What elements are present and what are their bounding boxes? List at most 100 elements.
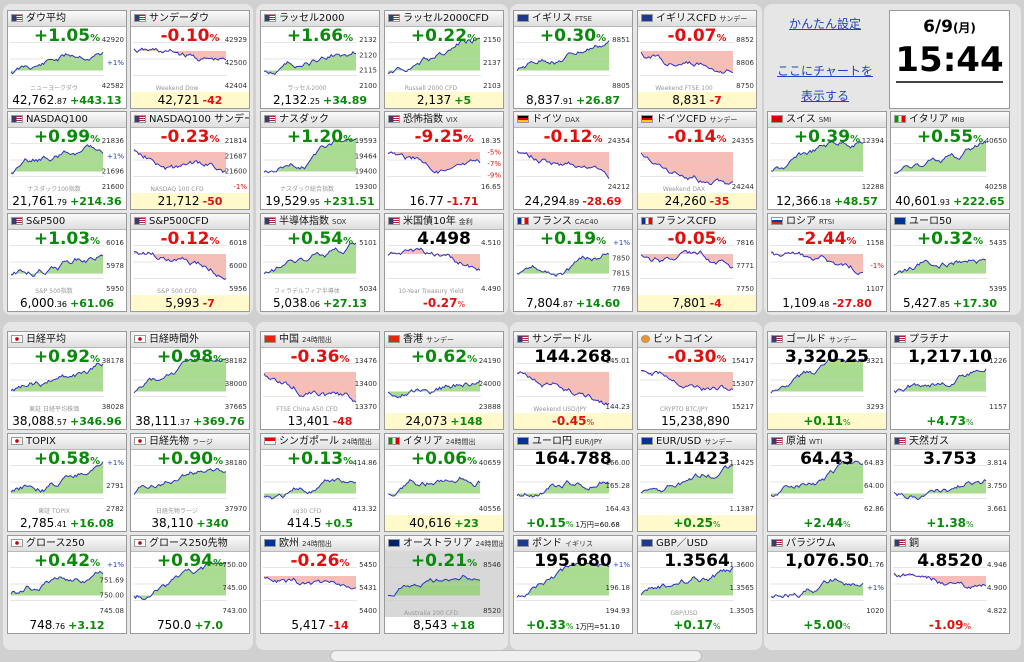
chart-tick-label: 2791 (106, 482, 124, 490)
bottom-scrollbar[interactable] (330, 650, 702, 662)
market-card[interactable]: スイス SMI 12394 12288 +0.39% 12,366.18 +48.57 (767, 111, 887, 210)
card-extra: 1万円=51.10 (575, 623, 620, 631)
percent-sign: % (457, 300, 466, 309)
card-subtitle: FTSE (575, 15, 593, 23)
mini-chart: 4.946 4.900 4.822 (893, 561, 1008, 615)
card-title: シンガポール (279, 436, 339, 447)
market-card[interactable]: ドイツ DAX 24354 24212 -0.12% 24,294.89 -28.69 (513, 111, 633, 210)
chart-tick-label: 745.00 (223, 584, 248, 592)
chart-watermark: Weekend USD/JPY (533, 406, 587, 413)
card-price-decimal: .89 (566, 198, 580, 207)
market-card[interactable]: S&P500CFD 6018 6000 5956 S&P 500 CFD -0.12% 5,… (130, 213, 250, 312)
market-card[interactable]: ビットコイン 15417 15307 15217 CRYPTO BTC/JPY -0.30… (637, 331, 757, 430)
chart-line (893, 368, 987, 394)
market-card[interactable]: 日経時間外 38182 38000 37665 +0.98% 38,111.37 +369.… (130, 331, 250, 430)
market-card[interactable]: 原油 WTI 64.83 64.00 62.86 64.43 +2.44% (767, 433, 887, 532)
market-card[interactable]: イタリア 24時間出 40659 40556 +0.06% 40,616 +23 (384, 433, 504, 532)
chart-line (387, 37, 480, 75)
card-percent: +1.03% (8, 228, 126, 253)
market-card[interactable]: フランス CAC40 +1% 7850 7815 7769 +0.19% 7,804.87 +1… (513, 213, 633, 312)
chart-tick-label: 37665 (225, 403, 247, 411)
card-title: グロース250先物 (149, 538, 228, 549)
percent-sign: % (467, 354, 478, 365)
market-card[interactable]: イギリス FTSE 8851 8805 +0.30% 8,837.91 +26.87 (513, 10, 633, 109)
market-card[interactable]: ロシア RTSI 1158 -1% 1107 -2.44% 1,109.48 -27.80 (767, 213, 887, 312)
market-card[interactable]: GBP／USD 1.3600 1.3565 1.3505 GBP/USD 1.3564 +0… (637, 535, 757, 634)
card-header: 銅 (891, 536, 1009, 552)
chart-link-line1[interactable]: ここにチャートを (777, 64, 873, 78)
percent-sign: % (213, 558, 224, 569)
market-card[interactable]: 銅 4.946 4.900 4.822 4.8520 -1.09% (890, 535, 1010, 634)
market-card[interactable]: 天然ガス 3.814 3.750 3.661 3.753 +1.38% (890, 433, 1010, 532)
chart-tick-label: 165.28 (606, 482, 631, 490)
market-card[interactable]: 恐怖指数 VIX 18.35 -5% -7% -9% 16.65 -9.25% 16.77 -1.… (384, 111, 504, 210)
card-change: +369.76 (193, 415, 245, 428)
market-card[interactable]: ユーロ50 5435 5395 +0.32% 5,427.85 +17.30 (890, 213, 1010, 312)
card-change-footer: +0.11% (768, 413, 886, 429)
market-card[interactable]: オーストラリア 24時間出 8546 8520 Australia 200 CFD +0.… (384, 535, 504, 634)
market-card[interactable]: 香港 サンデー 24190 24000 23888 +0.62% 24,073 +148 (384, 331, 504, 430)
market-card[interactable]: 日経平均 38178 38028 東証 日経平均株価 +0.92% 38,088.57 +3… (7, 331, 127, 430)
card-title: ビットコイン (653, 334, 713, 345)
percent-value: -0.05 (667, 229, 717, 249)
mini-chart: 1226 1157 (893, 357, 1008, 411)
market-card[interactable]: イタリア MIB 40650 40258 +0.55% 40,601.93 +222.65 (890, 111, 1010, 210)
settings-link[interactable]: かんたん設定 (788, 17, 861, 31)
market-card[interactable]: ドイツCFD サンデー 24355 24244 Weekend DAX -0.14% 24,… (637, 111, 757, 210)
chart-tick-label: 42582 (102, 82, 124, 90)
chart-line (893, 258, 987, 276)
card-percent: +0.15 (526, 516, 566, 530)
percent-value: +0.22 (410, 26, 468, 46)
chart-tick-label: 62.86 (864, 505, 885, 513)
chart-tick-label: 37970 (225, 505, 247, 513)
market-card[interactable]: ラッセル2000 2132 2120 2115 2100 ラッセル2000 +1.66% 2,… (260, 10, 380, 109)
market-card[interactable]: 欧州 24時間出 5450 5431 5400 -0.26% 5,417 -14 (260, 535, 380, 634)
mini-chart: 5450 5431 5400 (263, 561, 377, 615)
market-card[interactable]: サンデードル 145.01 144.23 Weekend USD/JPY 144.268… (513, 331, 633, 430)
market-card[interactable]: 日経先物 ラージ 38180 37970 日経先物ラージ +0.90% 38,110 +340 (130, 433, 250, 532)
market-card[interactable]: EUR/USD サンデー 1.1425 1.1387 1.1423 +0.25% (637, 433, 757, 532)
market-card[interactable]: ゴールド サンデー 3321 3293 3,320.25 +0.11% (767, 331, 887, 430)
market-card[interactable]: シンガポール 24時間出 414.86 413.32 sg30 CFD +0.13% 414… (260, 433, 380, 532)
card-subtitle: RTSI (819, 218, 835, 226)
market-card[interactable]: フランスCFD 7816 7771 7750 -0.05% 7,801 -4 (637, 213, 757, 312)
market-card[interactable]: NASDAQ100 サンデー 21814 21687 21600 -1% NASDAQ 1… (130, 111, 250, 210)
market-card[interactable]: ポンド イギリス +1% 196.18 194.93 195.680 +0.33% 1万円=5… (513, 535, 633, 634)
chart-link-line2[interactable]: 表示する (800, 89, 849, 103)
card-price: 5,417 (291, 618, 326, 632)
chart-watermark: フィラデルフィア半導体 (274, 287, 340, 295)
market-card[interactable]: グロース250 +1% 751.69 750.00 745.08 +0.42% 748.76… (7, 535, 127, 634)
chart-tick-label: 164.43 (606, 505, 631, 513)
chart-area (894, 479, 986, 500)
market-card[interactable]: グロース250先物 750.00 745.00 743.00 +0.94% 750.0 +7… (130, 535, 250, 634)
percent-sign: % (586, 418, 595, 427)
market-card[interactable]: ユーロ円 EUR/JPY 166.00 165.28 164.43 164.788 +0.1… (513, 433, 633, 532)
card-price-decimal: .93 (937, 198, 951, 207)
market-card[interactable]: ダウ平均 42920 +1% 42582 ニューヨークダウ +1.05% 42,762.87… (7, 10, 127, 109)
market-card[interactable]: ラッセル2000CFD 2150 2137 2103 Russell 2000 CFD +… (384, 10, 504, 109)
chart-tick-label: 38028 (102, 403, 124, 411)
market-card[interactable]: サンデーダウ 42929 42500 42404 Weekend Dow -0.10% 42… (130, 10, 250, 109)
chart-tick-label: 2150 (483, 36, 501, 44)
market-card[interactable]: プラチナ 1226 1157 1,217.10 +4.73% (890, 331, 1010, 430)
market-card[interactable]: NASDAQ100 21836 +1% 21696 21600 ナスダック100指数 +0.… (7, 111, 127, 210)
market-card[interactable]: イギリスCFD サンデー 8852 8806 8750 Weekend FTSE 100 -… (637, 10, 757, 109)
chart-line (516, 479, 610, 498)
card-header: ポンド イギリス (514, 536, 632, 552)
market-card[interactable]: ナスダック 19593 19464 19400 19300 ナスダック総合指数 +1.20%… (260, 111, 380, 210)
market-card[interactable]: 中国 24時間出 13476 13400 13370 FTSE China A50 CFD… (260, 331, 380, 430)
chart-area (264, 51, 356, 75)
market-card[interactable]: S&P500 6016 5978 5950 S&P 500指数 +1.03% 6,000.3… (7, 213, 127, 312)
card-subtitle: SOX (332, 218, 347, 226)
market-card[interactable]: TOPIX +1% 2791 2782 東証 TOPIX +0.58% 2,785.41 +1… (7, 433, 127, 532)
percent-value: -0.30 (667, 347, 717, 367)
card-price: 7,801 (672, 296, 707, 310)
market-card[interactable]: 半導体指数 SOX 5101 5034 フィラデルフィア半導体 +0.54% 5,038.0… (260, 213, 380, 312)
chart-area (771, 359, 863, 394)
market-card[interactable]: パラジウム 1.76 +1% 1020 1,076.50 +5.00% (767, 535, 887, 634)
card-title: ダウ平均 (26, 13, 66, 24)
card-change-footer: -1.09% (891, 617, 1009, 633)
card-subtitle: サンデー (709, 116, 738, 124)
market-card[interactable]: 米国債10年 金利 4.510 4.490 10-Year Treasury Yield… (384, 213, 504, 312)
mini-chart: 2132 2120 2115 2100 ラッセル2000 (263, 36, 377, 92)
